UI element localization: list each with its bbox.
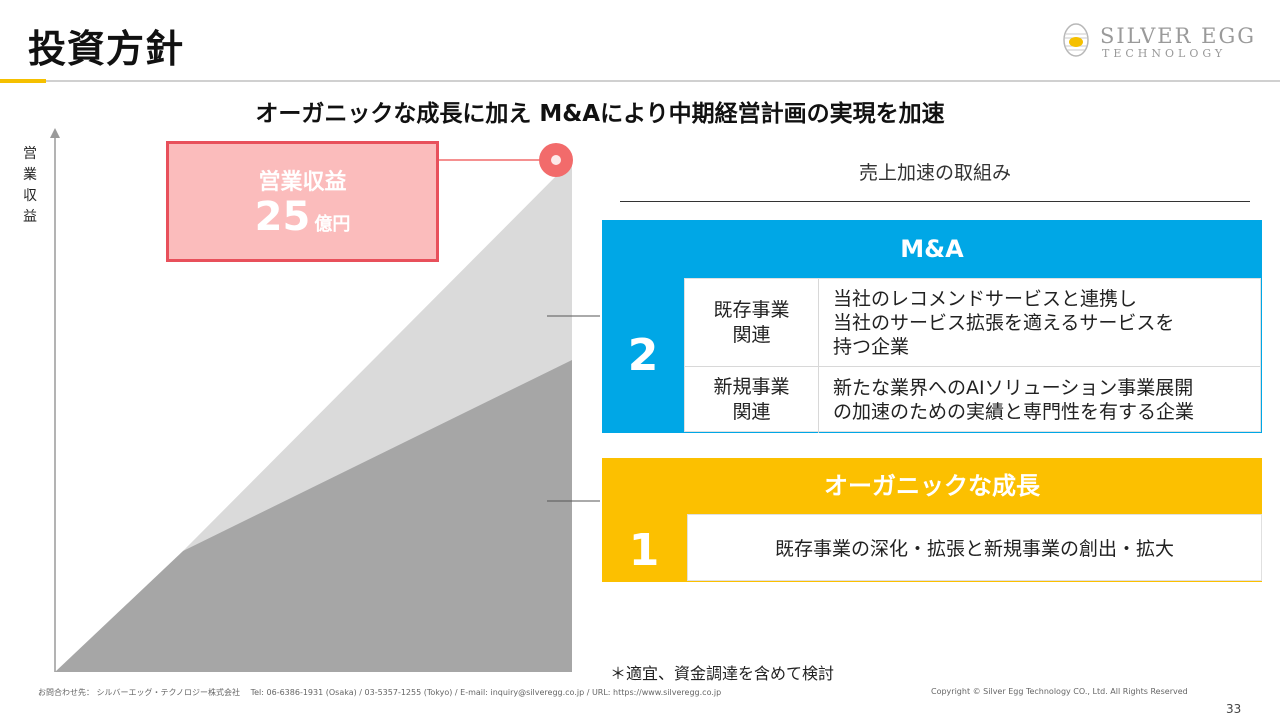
footer-contact: お問合わせ先： シルバーエッグ・テクノロジー株式会社 Tel: 06-6386-… bbox=[38, 688, 722, 697]
company-logo: SILVER EGG TECHNOLOGY bbox=[1062, 22, 1254, 62]
ma-initiative-block: M&A 2 既存事業 関連 当社のレコメンドサービスと連携し 当社のサービス拡張… bbox=[602, 220, 1262, 433]
revenue-target-unit: 億円 bbox=[314, 214, 351, 235]
revenue-target-number: 25 bbox=[254, 194, 311, 240]
revenue-target-box: 営業収益 25 億円 bbox=[166, 141, 439, 262]
description-line: 新たな業界へのAIソリューション事業展開 bbox=[833, 377, 1194, 399]
ma-row-description: 当社のレコメンドサービスと連携し 当社のサービス拡張を適えるサービスを 持つ企業 bbox=[819, 279, 1262, 366]
organic-description: 既存事業の深化・拡張と新規事業の創出・拡大 bbox=[687, 514, 1262, 581]
funding-note: ＊適宜、資金調達を含めて検討 bbox=[610, 664, 835, 683]
revenue-target-value: 25 億円 bbox=[169, 194, 436, 240]
y-axis-label: 営業収益 bbox=[23, 146, 37, 225]
revenue-target-label: 営業収益 bbox=[258, 170, 347, 195]
page-number: 33 bbox=[1226, 702, 1242, 716]
description-line: 持つ企業 bbox=[833, 335, 910, 358]
initiatives-divider bbox=[620, 201, 1250, 202]
page-title: 投資方針 bbox=[28, 27, 185, 71]
description-line: 当社のレコメンドサービスと連携し bbox=[833, 287, 1138, 310]
organic-growth-area bbox=[55, 360, 572, 672]
target-marker-core bbox=[551, 155, 561, 165]
y-axis-arrow bbox=[50, 128, 60, 138]
logo-subtext: TECHNOLOGY bbox=[1102, 47, 1227, 60]
footer-copyright: Copyright © Silver Egg Technology CO., L… bbox=[931, 687, 1188, 696]
egg-logo-icon bbox=[1063, 23, 1089, 57]
category-line: 既存事業 bbox=[713, 298, 790, 321]
title-divider bbox=[0, 80, 1280, 82]
ma-row-existing: 既存事業 関連 当社のレコメンドサービスと連携し 当社のサービス拡張を適えるサー… bbox=[685, 279, 1260, 367]
title-accent-bar bbox=[0, 79, 46, 83]
slide-subtitle: オーガニックな成長に加え M&Aにより中期経営計画の実現を加速 bbox=[255, 101, 945, 127]
organic-number: 1 bbox=[628, 525, 660, 576]
category-line: 関連 bbox=[732, 401, 771, 423]
organic-initiative-block: オーガニックな成長 1 既存事業の深化・拡張と新規事業の創出・拡大 bbox=[602, 458, 1262, 582]
ma-row-category: 既存事業 関連 bbox=[685, 279, 819, 366]
ma-header: M&A bbox=[900, 235, 964, 263]
category-line: 新規事業 bbox=[713, 376, 790, 398]
logo-wordmark: SILVER EGG bbox=[1100, 24, 1256, 48]
ma-row-new: 新規事業 関連 新たな業界へのAIソリューション事業展開 の加速のための実績と専… bbox=[685, 367, 1260, 433]
category-line: 関連 bbox=[732, 323, 771, 346]
description-line: の加速のための実績と専門性を有する企業 bbox=[833, 401, 1195, 423]
description-line: 当社のサービス拡張を適えるサービスを bbox=[833, 311, 1175, 334]
organic-header: オーガニックな成長 bbox=[824, 472, 1040, 500]
ma-table: 既存事業 関連 当社のレコメンドサービスと連携し 当社のサービス拡張を適えるサー… bbox=[684, 278, 1261, 433]
ma-row-category: 新規事業 関連 bbox=[685, 367, 819, 433]
ma-row-description: 新たな業界へのAIソリューション事業展開 の加速のための実績と専門性を有する企業 bbox=[819, 367, 1262, 433]
initiatives-title: 売上加速の取組み bbox=[858, 162, 1011, 184]
ma-number: 2 bbox=[627, 330, 659, 381]
growth-diagram bbox=[50, 128, 600, 672]
